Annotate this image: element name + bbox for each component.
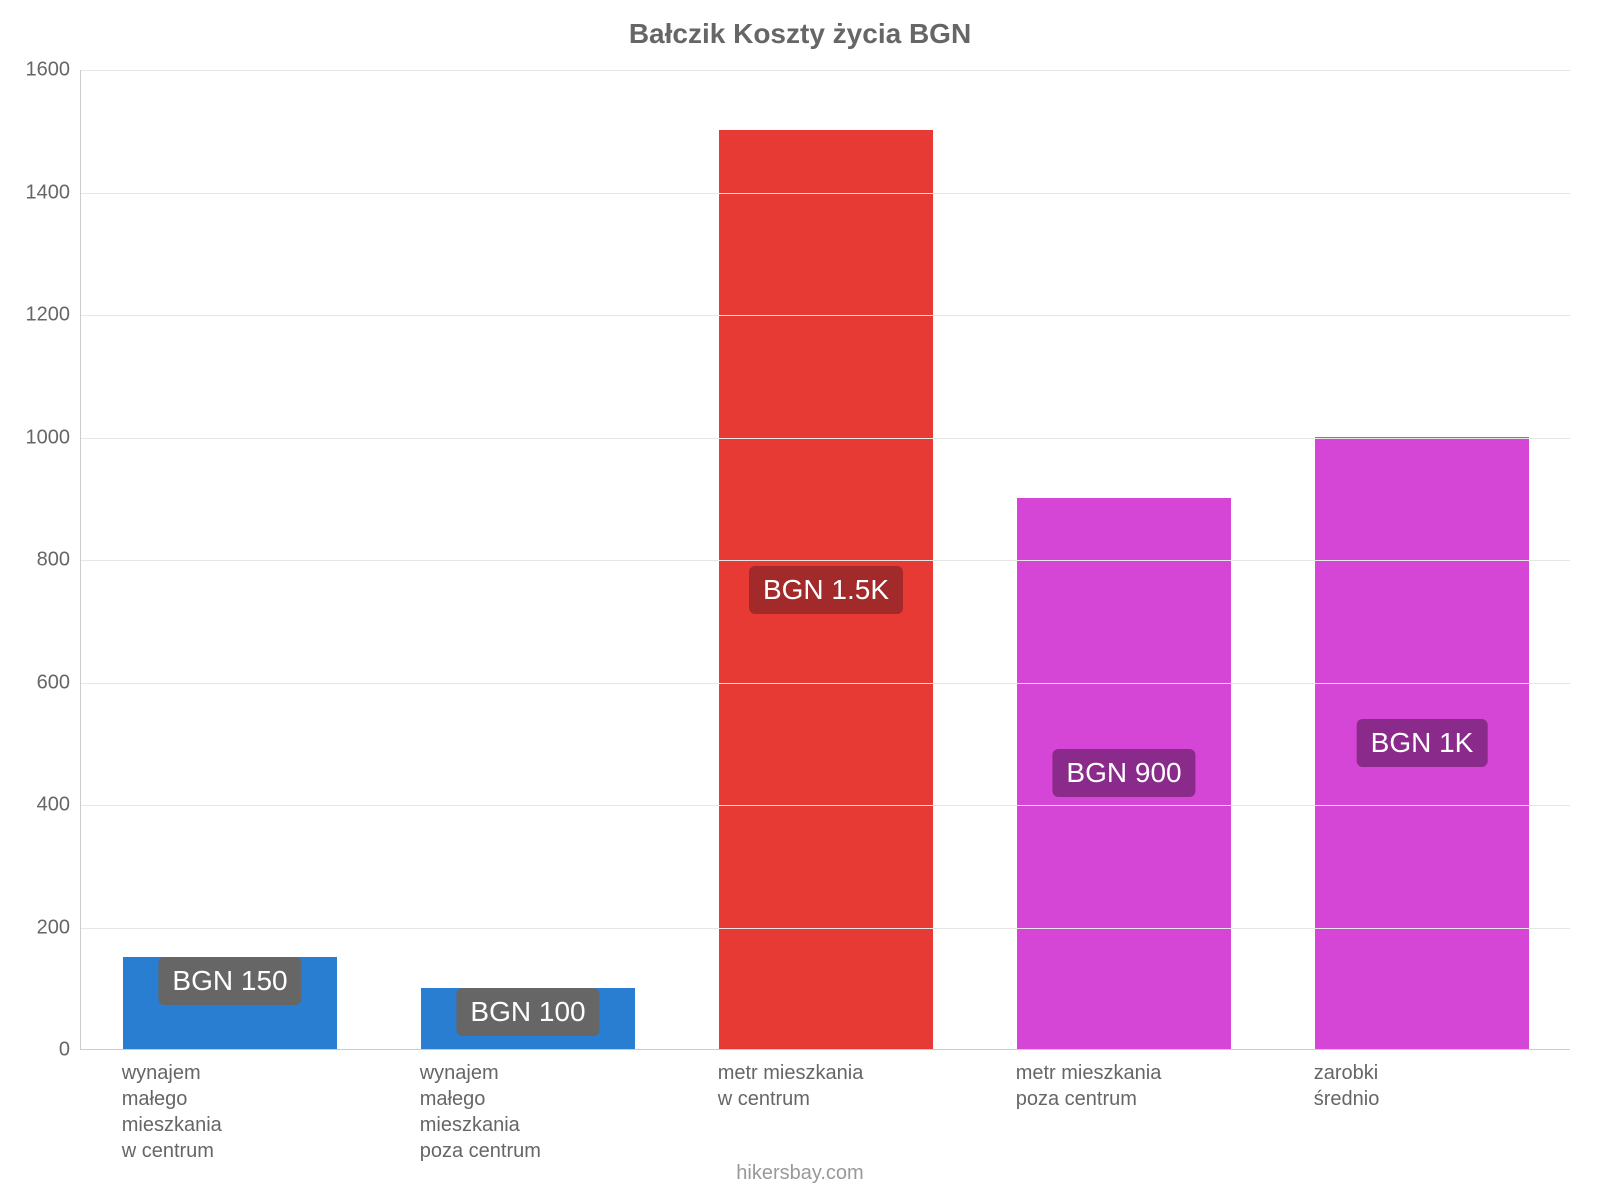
gridline [81,315,1570,316]
ytick-label: 200 [10,916,70,939]
xtick-label: zarobkiśrednio [1314,1060,1569,1112]
gridline [81,928,1570,929]
gridline [81,805,1570,806]
plot-area: BGN 150 BGN 100 BGN 1.5K BGN 900 BGN 1K [80,70,1570,1050]
xtick-label: wynajemmałegomieszkaniapoza centrum [420,1060,675,1164]
ytick-label: 0 [10,1039,70,1062]
xtick-label: metr mieszkaniapoza centrum [1016,1060,1271,1112]
ytick-label: 1600 [10,59,70,82]
gridline [81,70,1570,71]
ytick-label: 1000 [10,426,70,449]
chart-container: Bałczik Koszty życia BGN BGN 150BGN 100B… [0,0,1600,1200]
ytick-label: 600 [10,671,70,694]
gridline [81,560,1570,561]
bar-value-badge: BGN 1.5K [749,566,903,614]
gridline [81,438,1570,439]
ytick-label: 400 [10,794,70,817]
bar-value-badge: BGN 900 [1052,749,1195,797]
ytick-label: 1200 [10,304,70,327]
gridline [81,683,1570,684]
xtick-label: wynajemmałegomieszkaniaw centrum [122,1060,377,1164]
ytick-label: 800 [10,549,70,572]
chart-footer: hikersbay.com [0,1162,1600,1185]
ytick-label: 1400 [10,181,70,204]
gridline [81,193,1570,194]
chart-title: Bałczik Koszty życia BGN [0,18,1600,50]
bar-value-badge: BGN 100 [456,988,599,1036]
xtick-label: metr mieszkaniaw centrum [718,1060,973,1112]
bar-value-badge: BGN 150 [158,957,301,1005]
bar-value-badge: BGN 1K [1357,719,1488,767]
